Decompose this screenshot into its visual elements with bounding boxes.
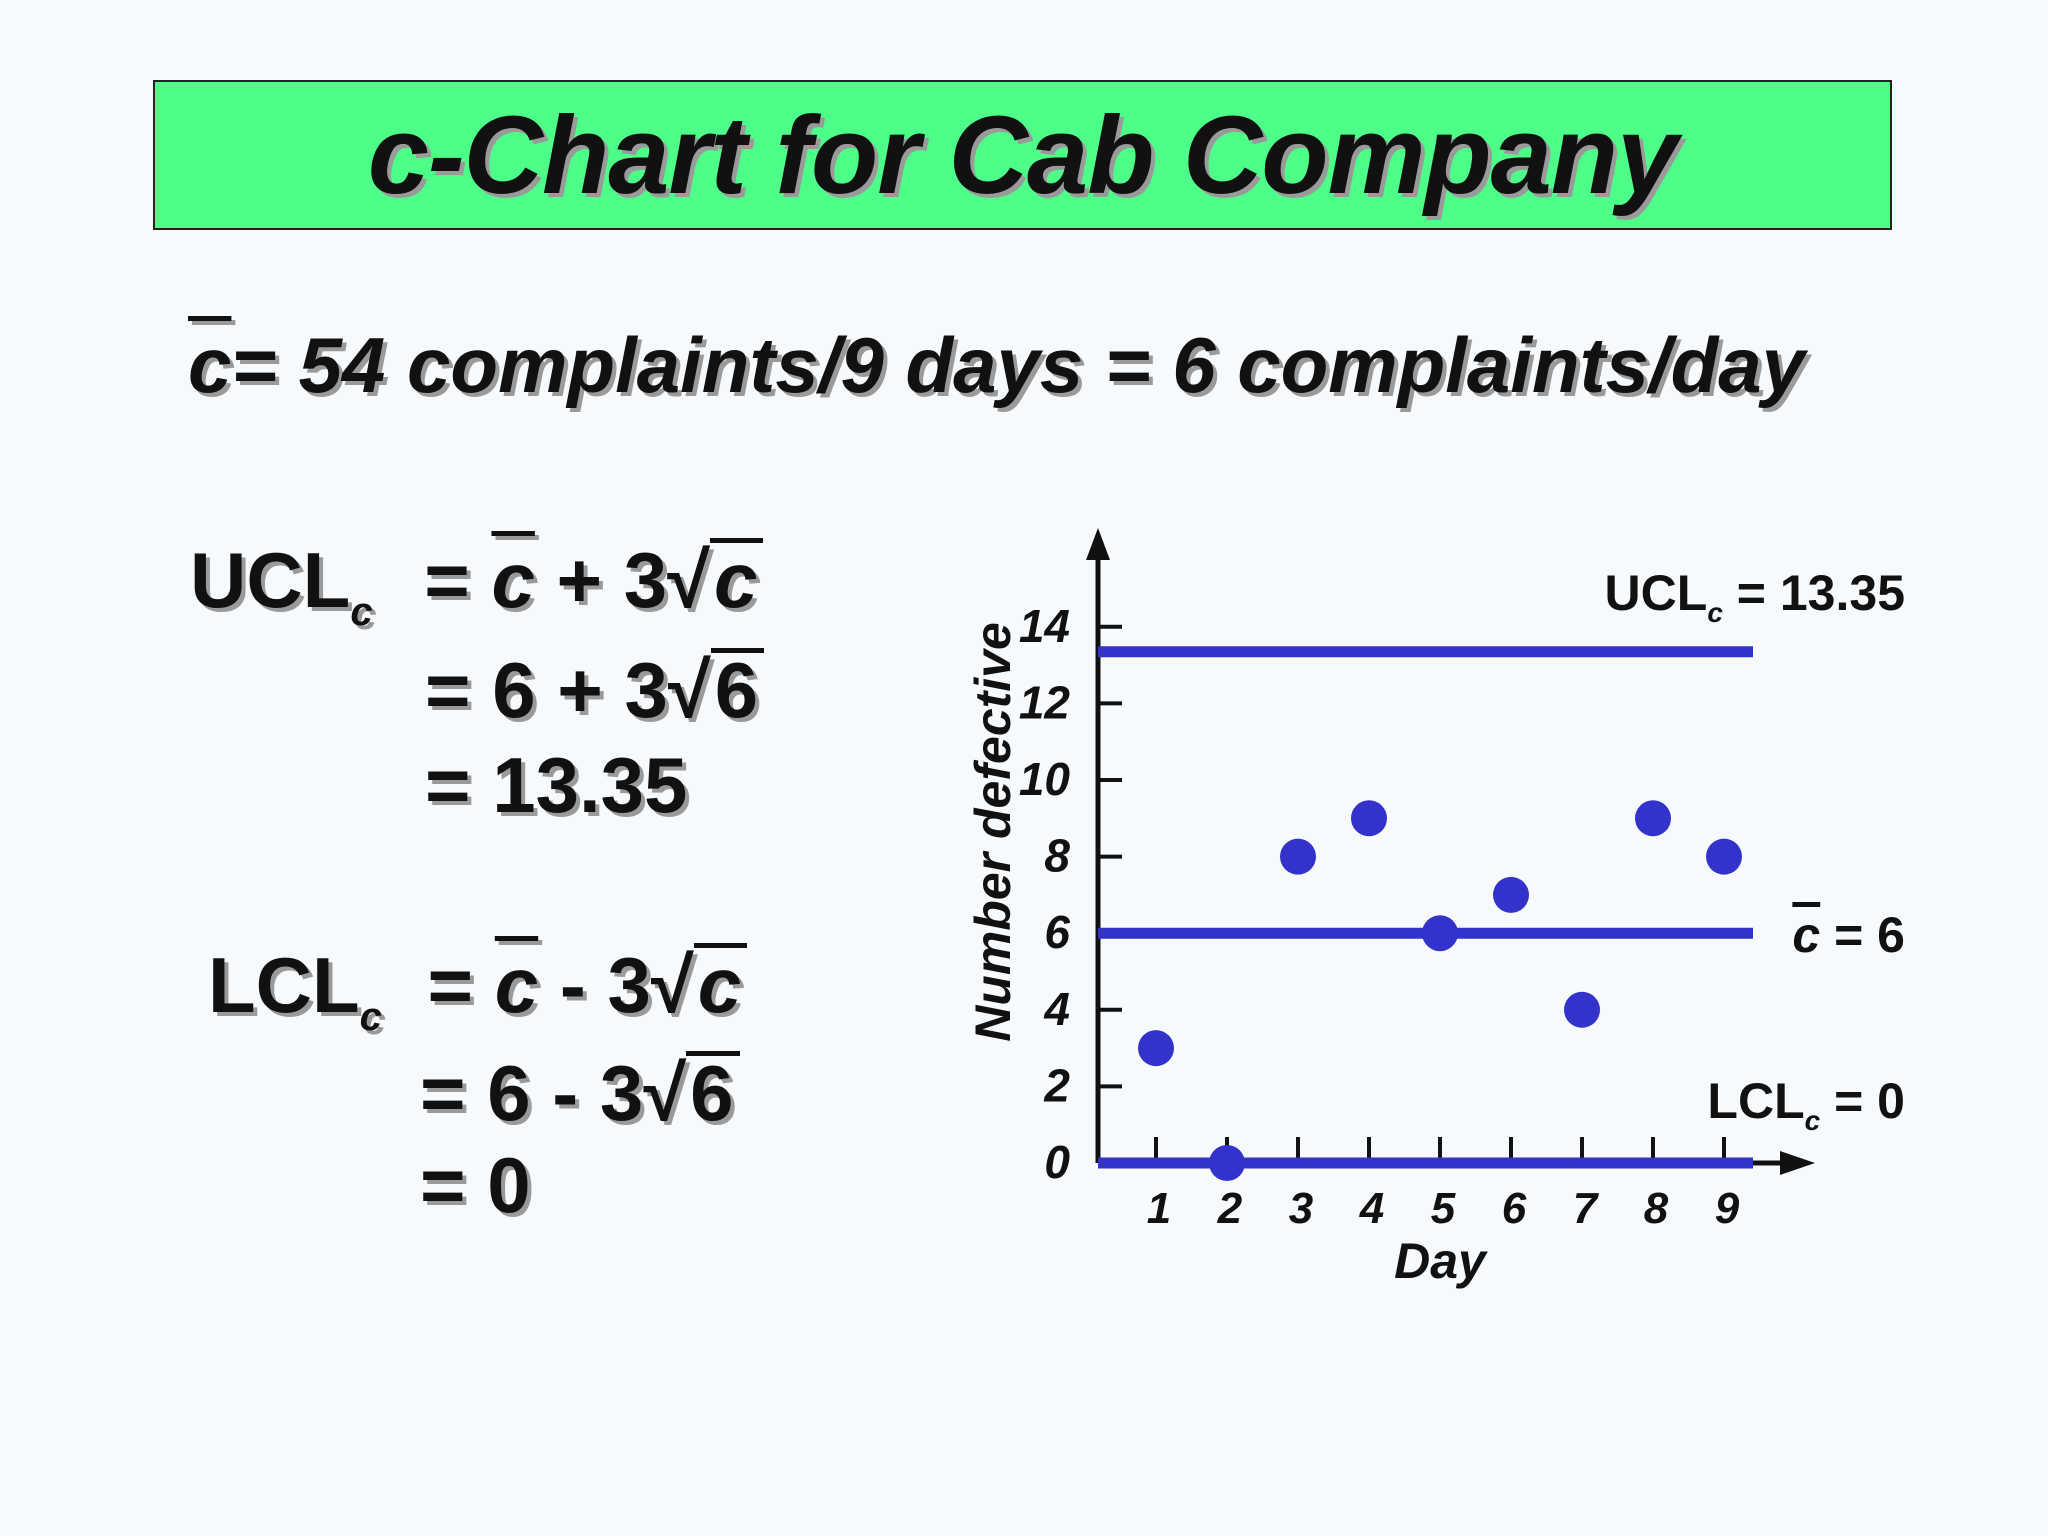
data-point [1493,876,1529,913]
x-tick-label: 1 [1147,1184,1171,1233]
ucl-label: UCL [190,536,351,624]
data-point [1422,915,1458,952]
x-tick-label: 2 [1217,1184,1243,1233]
control-label-lcl: LCLc = 0 [1707,1073,1905,1136]
lcl-sub: c [359,995,382,1039]
ucl-eq1-prefix: = [424,536,492,624]
ucl-eq1-mid: + 3 [534,536,668,624]
y-axis-label: Number defective [965,622,1021,1042]
x-axis-arrow [1780,1151,1815,1175]
control-label-ucl: UCLc = 13.35 [1605,565,1905,628]
x-axis-label: Day [1394,1233,1488,1289]
data-point [1706,838,1742,875]
ucl-line1: UCLc = c + 3√c [190,535,764,635]
ucl-line2: = 6 + 3√6 [425,645,765,736]
ucl-eq1-c: c [491,536,535,624]
x-tick-label: 8 [1644,1184,1669,1233]
x-tick-label: 5 [1431,1184,1456,1233]
lcl-line2: = 6 - 3√6 [420,1048,740,1139]
x-tick-label: 9 [1715,1184,1740,1233]
y-tick-label: 0 [1044,1136,1070,1188]
title-banner: c-Chart for Cab Company [153,80,1892,230]
average-formula: c= 54 complaints/9 days = 6 complaints/d… [188,320,1805,411]
y-tick-label: 8 [1044,830,1070,882]
lcl-eq1-root: c [693,943,748,1024]
lcl-eq1-prefix: = [427,941,495,1029]
y-tick-label: 6 [1044,906,1070,958]
ucl-sub: c [350,590,373,634]
data-point [1209,1145,1245,1181]
lcl-eq2-root: 6 [686,1051,740,1132]
y-tick-label: 14 [1019,600,1070,652]
y-tick-label: 2 [1043,1059,1070,1111]
data-point [1280,838,1316,875]
page-title: c-Chart for Cab Company [367,93,1678,217]
lcl-line1: LCLc = c - 3√c [208,940,748,1040]
ucl-eq2-prefix: = 6 + 3 [425,646,668,734]
y-tick-label: 10 [1019,753,1071,805]
data-point [1138,1030,1174,1067]
lcl-line3: = 0 [420,1141,531,1229]
y-tick-label: 12 [1019,676,1071,728]
y-axis-arrow [1086,528,1110,560]
data-point [1351,800,1387,837]
data-point [1635,800,1671,837]
lcl-label: LCL [208,941,360,1029]
ucl-eq2-root: 6 [710,648,765,729]
lcl-eq1-c: c [494,941,539,1029]
cbar-symbol: c [188,321,232,409]
data-point [1564,991,1600,1028]
ucl-line3: = 13.35 [425,741,688,829]
x-tick-label: 3 [1289,1184,1313,1233]
ucl-eq1-root: c [709,538,764,619]
control-label-center: c = 6 [1792,907,1905,963]
average-text: = 54 complaints/9 days = 6 complaints/da… [231,321,1806,409]
lcl-eq2-prefix: = 6 - 3 [420,1049,644,1137]
lcl-eq1-mid: - 3 [538,941,651,1029]
x-tick-label: 7 [1573,1184,1600,1233]
x-tick-label: 6 [1502,1184,1527,1233]
y-tick-label: 4 [1043,983,1070,1035]
x-tick-label: 4 [1359,1184,1384,1233]
